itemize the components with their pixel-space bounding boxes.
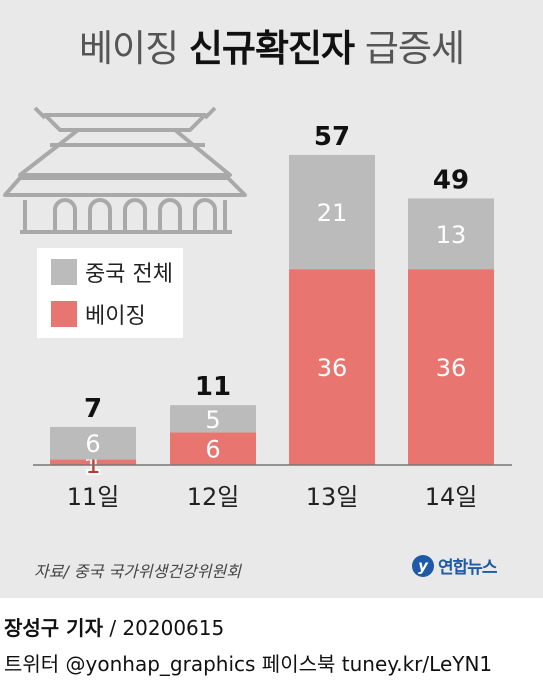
title-suffix: 급증세 (364, 27, 465, 70)
bar-segment-china-2 (170, 405, 256, 433)
legend-swatch-beijing (51, 301, 77, 327)
credit-line-2: 트위터 @yonhap_graphics 페이스북 tuney.kr/LeYN1 (4, 652, 493, 676)
x-tick-label-3: 13일 (306, 483, 359, 511)
x-tick-label-4: 14일 (425, 483, 478, 511)
bar-total-2: 11 (195, 372, 231, 402)
bar-segment-china-3 (289, 154, 375, 270)
bar-total-3: 57 (314, 122, 350, 152)
legend-label-beijing: 베이징 (85, 304, 146, 329)
yonhap-logo-icon: y (412, 554, 434, 577)
bar-value-beijing-3: 36 (317, 354, 348, 382)
x-tick-label-2: 12일 (187, 483, 240, 511)
bar-segment-china-1 (50, 426, 136, 460)
yonhap-logo: y 연합뉴스 (412, 553, 498, 578)
x-axis-labels: 11일 12일 13일 14일 (67, 483, 478, 511)
chart-card: 베이징 신규확진자 급증세 중국 전체 베이징 1 6 7 6 5 11 3 (0, 0, 543, 598)
reporter-name: 장성구 기자 (4, 616, 103, 640)
legend-swatch-china (51, 259, 77, 285)
legend: 중국 전체 베이징 (37, 248, 183, 338)
bar-segment-beijing-3 (289, 269, 375, 465)
legend-label-china: 중국 전체 (85, 262, 173, 287)
bar-segment-beijing-1 (50, 459, 136, 465)
bar-value-china-2: 5 (205, 406, 220, 434)
logo-text: 연합뉴스 (438, 558, 498, 578)
chart-title: 베이징 신규확진자 급증세 (0, 18, 543, 72)
bar-total-4: 49 (433, 165, 469, 195)
bar-value-china-1: 6 (85, 430, 100, 458)
x-tick-label-1: 11일 (67, 483, 120, 511)
title-highlight: 신규확진자 (188, 27, 355, 70)
bar-segment-china-4 (408, 198, 494, 270)
bar-segment-beijing-4 (408, 269, 494, 465)
palace-illustration-icon (3, 106, 247, 234)
bar-value-china-3: 21 (317, 199, 348, 227)
bar-segment-beijing-2 (170, 432, 256, 465)
bar-value-beijing-4: 36 (436, 354, 467, 382)
bar-value-beijing-2: 6 (205, 436, 220, 464)
credit-line-1: 장성구 기자 / 20200615 (4, 612, 224, 641)
bar-total-1: 7 (84, 394, 102, 424)
publish-date: / 20200615 (109, 616, 225, 640)
title-prefix: 베이징 (79, 27, 179, 70)
bar-value-china-4: 13 (436, 221, 467, 249)
source-note: 자료/ 중국 국가위생건강위원회 (34, 562, 241, 581)
